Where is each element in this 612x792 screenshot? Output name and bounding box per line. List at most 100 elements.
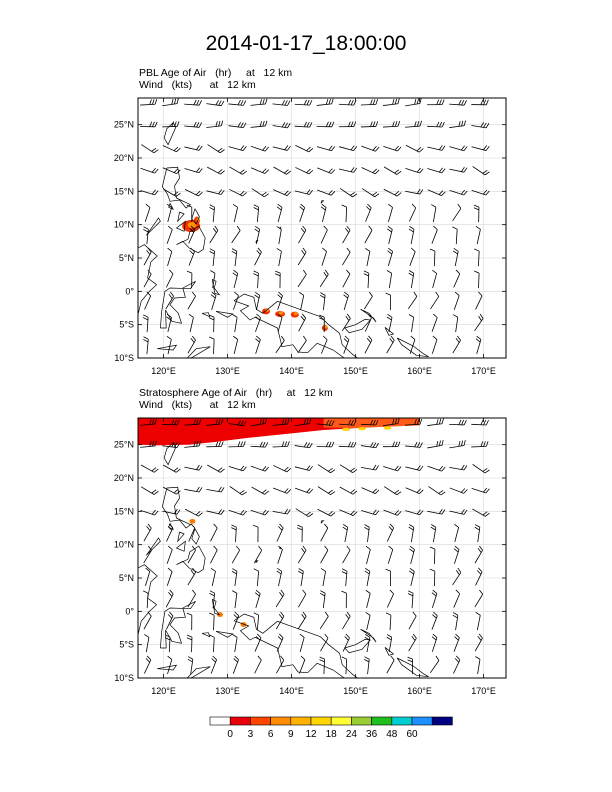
wind-barb: [449, 145, 468, 152]
wind-barb: [449, 464, 468, 471]
lon-tick-label: 160°E: [407, 686, 432, 696]
wind-barb: [297, 269, 307, 288]
wind-barb: [453, 269, 461, 288]
coastline: [160, 600, 196, 649]
wind-barb: [342, 225, 351, 244]
wind-barb: [383, 188, 402, 197]
coastline: [233, 293, 358, 358]
wind-barb: [409, 203, 417, 222]
wind-barb: [298, 589, 307, 608]
wind-barb: [449, 189, 468, 196]
wind-barb: [320, 545, 329, 564]
colorbar-swatch: [371, 716, 393, 726]
coastline: [344, 638, 371, 654]
wind-barb: [453, 545, 460, 564]
wind-barb: [474, 545, 483, 564]
wind-barb: [343, 335, 350, 354]
coastline: [176, 220, 186, 232]
lat-tick-label: 5°S: [119, 320, 134, 330]
wind-barb: [184, 189, 203, 197]
wind-barb: [471, 487, 490, 494]
wind-barb: [294, 121, 313, 128]
coastline: [157, 344, 178, 351]
wind-barb: [449, 99, 467, 106]
coastline: [320, 200, 325, 204]
wind-barb: [273, 166, 292, 175]
colorbar-swatch: [330, 716, 352, 726]
wind-barb: [472, 166, 490, 176]
lon-tick-label: 170°E: [471, 366, 496, 376]
map-frame: [137, 417, 507, 679]
wind-barb: [166, 567, 173, 586]
colorbar: [209, 716, 453, 726]
lon-tick-label: 130°E: [215, 366, 240, 376]
wind-barb: [187, 567, 196, 586]
wind-barb: [187, 545, 196, 564]
wind-barb: [361, 145, 380, 152]
lon-tick-label: 140°E: [279, 686, 304, 696]
wind-barb: [408, 611, 417, 630]
wind-barb: [143, 226, 149, 245]
panel1-field-label: PBL Age of Air (hr) at 12 km: [139, 67, 293, 79]
wind-barb: [184, 508, 203, 517]
wind-barb: [429, 568, 436, 587]
wind-barb: [165, 291, 174, 310]
wind-barb: [206, 189, 225, 195]
wind-barb: [320, 225, 328, 244]
lat-tick-label: 10°N: [114, 220, 134, 230]
wind-barb: [228, 420, 247, 427]
wind-barb: [253, 612, 260, 631]
wind-barb: [232, 590, 238, 609]
wind-barb: [207, 166, 225, 175]
panel1-wind-label: Wind (kts) at 12 km: [139, 79, 256, 91]
lat-tick-label: 15°N: [114, 186, 134, 196]
wind-barb: [186, 612, 193, 631]
wind-barb: [407, 590, 414, 609]
wind-barb: [253, 204, 260, 223]
wind-barb: [276, 567, 283, 587]
wind-barb: [277, 545, 283, 564]
wind-barb: [143, 336, 149, 355]
colorbar-label: 12: [305, 729, 317, 740]
wind-barb: [252, 524, 259, 543]
wind-barb: [382, 98, 400, 106]
colorbar-label: 36: [366, 729, 378, 740]
coastline: [396, 657, 429, 678]
wind-barb: [365, 248, 371, 267]
lon-tick-label: 150°E: [343, 686, 368, 696]
pbl-air-patch-core: [293, 312, 298, 316]
wind-barb: [254, 291, 261, 311]
coastline: [186, 346, 211, 358]
wind-barb: [206, 120, 224, 128]
wind-barb: [408, 226, 415, 245]
wind-barb: [405, 144, 424, 153]
wind-barb: [231, 225, 241, 244]
wind-barb: [272, 122, 291, 129]
coastline: [177, 211, 185, 223]
wind-barb: [409, 247, 416, 266]
wind-barb: [144, 655, 152, 674]
wind-barb: [229, 486, 247, 496]
coastline: [138, 244, 158, 315]
wind-barb: [430, 524, 437, 543]
wind-barb: [365, 611, 371, 631]
wind-barb: [474, 248, 480, 267]
coastline: [163, 122, 177, 146]
wind-barb: [294, 189, 313, 195]
wind-barb: [272, 441, 290, 448]
lon-tick-label: 120°E: [151, 366, 176, 376]
wind-barb: [364, 291, 373, 310]
lat-tick-label: 10°N: [114, 540, 134, 550]
wind-barb: [298, 313, 307, 332]
wind-barb: [228, 99, 247, 106]
wind-barb: [276, 226, 282, 245]
wind-barb: [432, 269, 438, 289]
wind-barb: [427, 167, 446, 174]
wind-barb: [475, 567, 483, 586]
wind-barb: [251, 188, 269, 198]
wind-barb: [431, 589, 438, 608]
wind-barb: [254, 225, 261, 245]
wind-barb: [317, 464, 336, 474]
wind-barb: [299, 291, 305, 311]
wind-barb: [319, 269, 329, 288]
